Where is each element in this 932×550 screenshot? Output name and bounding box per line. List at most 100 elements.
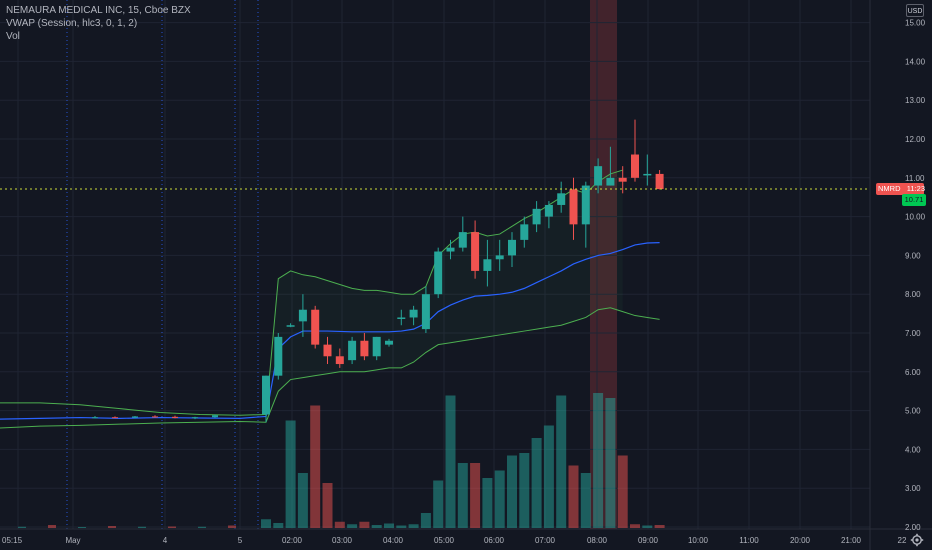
candles bbox=[0, 119, 870, 423]
candle-body bbox=[152, 416, 158, 418]
volume-bar bbox=[470, 463, 481, 528]
volume-bar bbox=[108, 526, 116, 528]
x-tick-label: 22 bbox=[898, 536, 907, 545]
vwap-bands bbox=[0, 169, 660, 429]
x-tick-label: May bbox=[65, 536, 80, 545]
volume-bar bbox=[420, 513, 431, 528]
x-tick-label: 05:00 bbox=[434, 536, 455, 545]
volume-bar bbox=[78, 527, 86, 528]
volume-bar bbox=[384, 523, 394, 528]
candle-body bbox=[397, 317, 406, 319]
last-price-tag: 10.71 bbox=[902, 194, 926, 207]
candle-body bbox=[532, 208, 541, 225]
volume-bar bbox=[630, 524, 640, 528]
candle-body bbox=[606, 177, 615, 186]
volume-bar bbox=[168, 526, 176, 528]
volume-bar bbox=[322, 483, 333, 528]
volume-bar bbox=[519, 453, 530, 528]
y-tick-label: 3.00 bbox=[905, 484, 921, 493]
volume-bar bbox=[297, 473, 308, 528]
candle-body bbox=[434, 251, 443, 295]
y-tick-label: 5.00 bbox=[905, 407, 921, 416]
candle-body bbox=[594, 166, 603, 186]
currency-button[interactable]: USD bbox=[906, 4, 924, 17]
x-tick-label: 03:00 bbox=[332, 536, 353, 545]
y-tick-label: 9.00 bbox=[905, 251, 921, 260]
candle-body bbox=[360, 340, 369, 357]
candle-body bbox=[286, 325, 295, 327]
volume-bar bbox=[494, 470, 505, 528]
volume-bar bbox=[334, 521, 345, 528]
candle-body bbox=[569, 189, 578, 225]
candle-body bbox=[262, 375, 270, 415]
x-tick-label: 21:00 bbox=[841, 536, 862, 545]
countdown-label: 11:23 bbox=[906, 184, 925, 194]
volume-bar bbox=[568, 465, 579, 528]
volume-bar bbox=[642, 525, 653, 528]
y-tick-label: 15.00 bbox=[905, 19, 926, 28]
volume-bar bbox=[433, 480, 444, 528]
candle-body bbox=[323, 344, 332, 357]
candle-body bbox=[132, 416, 138, 418]
volume-bar bbox=[371, 525, 382, 528]
x-tick-label: 06:00 bbox=[484, 536, 505, 545]
candle-body bbox=[557, 193, 566, 205]
symbol-title[interactable]: NEMAURA MEDICAL INC, 15, Cboe BZX bbox=[6, 5, 191, 16]
last-price-label: 10.71 bbox=[904, 195, 924, 205]
candle-body bbox=[212, 415, 218, 418]
candle-body bbox=[92, 417, 98, 419]
candle-body bbox=[618, 177, 627, 182]
y-tick-label: 6.00 bbox=[905, 368, 921, 377]
y-tick-label: 11.00 bbox=[905, 174, 925, 183]
y-tick-label: 14.00 bbox=[905, 57, 926, 66]
volume-bar bbox=[580, 473, 591, 528]
vwap-indicator-label[interactable]: VWAP (Session, hlc3, 0, 1, 2) bbox=[6, 18, 138, 29]
candle-body bbox=[421, 294, 430, 330]
candle-body bbox=[458, 232, 467, 248]
x-tick-label: 20:00 bbox=[790, 536, 811, 545]
volume-bar bbox=[445, 395, 456, 528]
volume-bars bbox=[18, 393, 665, 528]
vwap-line bbox=[0, 241, 660, 420]
volume-bar bbox=[543, 425, 554, 528]
candle-body bbox=[372, 336, 381, 357]
vwap-lower-band bbox=[0, 307, 660, 429]
y-tick-label: 12.00 bbox=[905, 135, 926, 144]
volume-bar bbox=[310, 405, 321, 528]
volume-bar bbox=[605, 398, 616, 528]
x-tick-label: 08:00 bbox=[587, 536, 608, 545]
candle-body bbox=[508, 239, 516, 256]
volume-bar bbox=[228, 525, 236, 528]
volume-bar bbox=[261, 519, 271, 528]
volume-bar bbox=[359, 521, 370, 528]
volume-bar bbox=[347, 524, 358, 528]
x-tick-label: 4 bbox=[163, 536, 168, 545]
gear-icon[interactable] bbox=[910, 533, 924, 547]
candle-body bbox=[643, 173, 652, 176]
volume-bar bbox=[457, 463, 468, 528]
volume-bar bbox=[593, 393, 604, 528]
candle-body bbox=[581, 185, 590, 225]
y-tick-label: 13.00 bbox=[905, 96, 926, 105]
candle-body bbox=[311, 309, 320, 345]
candle-body bbox=[335, 356, 344, 365]
volume-indicator-label[interactable]: Vol bbox=[6, 31, 20, 42]
y-tick-label: 2.00 bbox=[905, 523, 921, 532]
x-tick-label: 11:00 bbox=[739, 536, 759, 545]
volume-bar bbox=[482, 478, 493, 528]
x-tick-label: 5 bbox=[238, 536, 243, 545]
candle-body bbox=[655, 173, 664, 190]
volume-bar bbox=[48, 525, 56, 528]
x-tick-label: 02:00 bbox=[282, 536, 303, 545]
volume-bar bbox=[138, 526, 146, 528]
candle-body bbox=[446, 247, 455, 252]
y-tick-label: 10.00 bbox=[905, 213, 926, 222]
x-tick-label: 07:00 bbox=[535, 536, 556, 545]
volume-bar bbox=[654, 525, 665, 528]
legend: NEMAURA MEDICAL INC, 15, Cboe BZX VWAP (… bbox=[6, 4, 191, 43]
x-tick-label: 04:00 bbox=[383, 536, 404, 545]
x-tick-label: 09:00 bbox=[638, 536, 659, 545]
